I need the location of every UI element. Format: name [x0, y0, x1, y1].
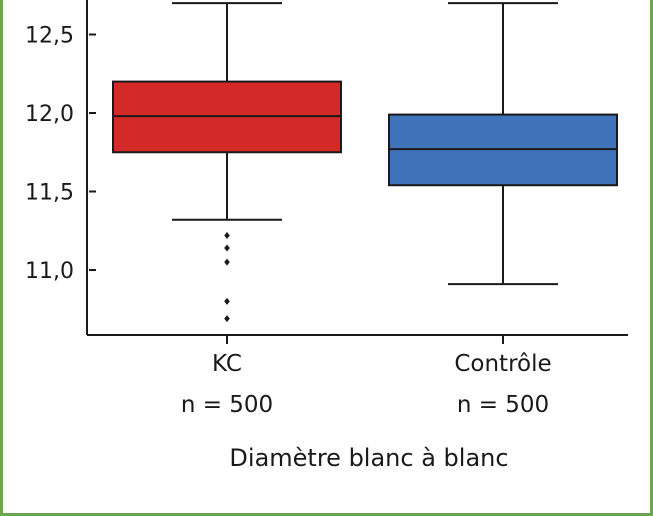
y-tick-label: 11,5 [25, 181, 74, 206]
x-axis: KC n = 500 Contrôle n = 500 [87, 334, 628, 418]
x-category-n-label: n = 500 [457, 392, 549, 418]
x-category-n-label: n = 500 [181, 392, 273, 418]
outlier-point [224, 297, 230, 305]
outlier-point [224, 258, 230, 266]
x-axis-title: Diamètre blanc à blanc [229, 444, 508, 472]
outlier-point [224, 315, 230, 323]
box-group-controle [388, 2, 618, 286]
y-axis: 11,0 11,5 12,0 12,5 [25, 0, 96, 335]
outlier-point [224, 244, 230, 252]
box-group-kc [112, 2, 342, 323]
x-category-label: KC [212, 351, 242, 377]
y-tick-label: 11,0 [25, 259, 74, 284]
y-tick-label: 12,0 [25, 102, 74, 127]
outlier-point [224, 231, 230, 239]
plot-area [112, 2, 618, 323]
y-tick-label: 12,5 [25, 24, 74, 49]
x-category-label: Contrôle [454, 351, 551, 377]
